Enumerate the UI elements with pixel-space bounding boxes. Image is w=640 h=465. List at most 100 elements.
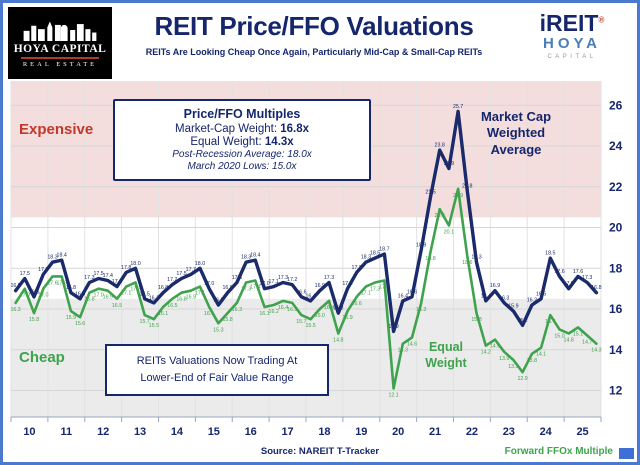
point-label: 18.9 [416,242,426,248]
point-label: 17.4 [103,273,113,279]
point-label: 18.3 [471,255,481,261]
city-skyline-icon [23,21,97,41]
point-label: 17.1 [195,291,205,297]
point-label: 15.8 [471,317,481,323]
mcw-label-line2: Weighted [486,125,546,141]
point-label: 16.4 [278,305,288,311]
point-label: 17.3 [370,287,380,293]
equal-weight-series-label: Equal Weight [405,339,487,372]
point-label: 14.3 [591,348,601,354]
point-label: 15.7 [140,319,150,325]
point-label: 12.9 [517,376,527,382]
point-label: 15.5 [305,323,315,329]
series-line-market-cap-weighted-average [13,109,599,334]
y-tick-label: 18 [609,261,623,275]
ireit-hoya-logo: iREIT® HOYA CAPITAL [513,11,631,60]
point-label: 15.9 [66,315,76,321]
point-label: 16.9 [10,283,20,289]
point-label: 16.4 [305,293,315,299]
point-label: 15.2 [517,318,527,324]
point-label: 16.3 [287,307,297,313]
point-label: 16.2 [269,309,279,315]
point-label: 17.1 [361,291,371,297]
y-tick-label: 12 [609,384,623,398]
note-box-line2: Lower-End of Fair Value Range [140,372,294,385]
point-label: 13.8 [527,358,537,364]
point-label: 16.8 [66,285,76,291]
point-label: 16.3 [149,295,159,301]
march-2020-lows-line: March 2020 Lows: 15.0x [187,161,297,172]
point-label: 17.0 [342,281,352,287]
point-label: 17.0 [20,293,30,299]
point-label: 17.5 [176,271,186,277]
hoya-wordmark: HOYA [543,35,601,53]
point-label: 16.3 [416,307,426,313]
point-label: 15.1 [573,331,583,337]
point-label: 17.3 [324,275,334,281]
y-tick-label: 26 [609,98,623,112]
point-label: 15.8 [222,317,232,323]
point-label: 14.8 [564,338,574,344]
point-label: 17.3 [241,287,251,293]
point-label: 16.1 [259,311,269,317]
point-label: 16.6 [407,289,417,295]
capital-wordmark: CAPITAL [547,53,597,60]
point-label: 13.5 [508,364,518,370]
x-tick-label: 12 [97,426,109,438]
mcw-label-line1: Market Cap [480,109,552,124]
point-label: 17.2 [287,277,297,283]
point-label: 14.6 [407,342,417,348]
point-label: 20.1 [444,230,454,236]
point-label: 23.8 [435,143,445,149]
point-label: 14.3 [398,348,408,354]
x-axis-title: Forward FFOx Multiple [504,446,613,457]
point-label: 18.5 [370,251,380,257]
point-label: 18.3 [241,255,251,261]
point-label: 16.8 [176,297,186,303]
point-label: 13.9 [499,356,509,362]
y-tick-label: 14 [609,343,623,357]
point-label: 18.4 [250,253,260,259]
x-tick-label: 21 [429,426,441,438]
point-label: 14.9 [388,324,398,330]
mcw-label-line3: Average [490,141,542,157]
expensive-zone-label: Expensive [19,121,94,138]
point-label: 14.8 [333,338,343,344]
point-label: 18.5 [545,251,555,257]
point-label: 17.8 [352,265,362,271]
point-label: 16.3 [10,307,20,313]
point-label: 16.9 [103,295,113,301]
valuation-note-box: REITs Valuations Now Trading At Lower-En… [105,344,329,397]
x-tick-label: 15 [208,426,220,438]
point-label: 17.3 [84,275,94,281]
hoya-capital-logo: HOYA CAPITAL REAL ESTATE [8,7,112,79]
corner-blue-square [619,448,634,459]
market-cap-weighted-series-label: Market Cap Weighted Average [455,109,577,158]
point-label: 15.8 [29,317,39,323]
point-label: 18.4 [57,253,67,259]
x-tick-label: 13 [134,426,146,438]
point-label: 18.3 [47,255,57,261]
point-label: 16.4 [481,293,491,299]
logo-divider [21,56,99,59]
point-label: 18.8 [425,256,435,262]
x-tick-label: 19 [355,426,367,438]
point-label: 16.5 [167,303,177,309]
point-label: 22.9 [444,161,454,167]
y-tick-label: 22 [609,180,623,194]
point-label: 17.1 [121,291,131,297]
point-label: 16.3 [499,295,509,301]
point-label: 17.5 [20,271,30,277]
ew-label-line2: Weight [425,356,467,371]
point-label: 17.0 [204,281,214,287]
y-tick-label: 20 [609,221,623,235]
point-label: 16.9 [315,283,325,289]
point-label: 16.4 [398,293,408,299]
x-tick-label: 16 [245,426,257,438]
point-label: 16.2 [213,298,223,304]
logo-subtitle: REAL ESTATE [22,60,98,68]
market-cap-weight-value: 16.8x [280,123,310,135]
series-line-equal-weight [14,187,598,390]
x-tick-label: 10 [23,426,35,438]
